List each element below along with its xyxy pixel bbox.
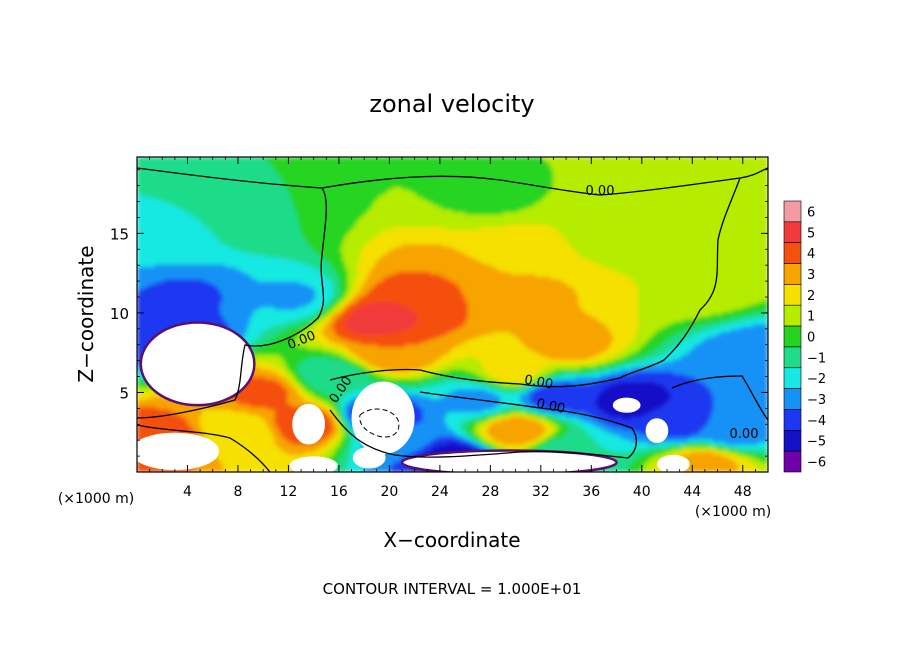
colorbar-swatch-2 [783,242,802,264]
saturated-region-6 [612,397,641,413]
x-tick-label-24: 24 [431,484,449,500]
x-tick-label-20: 20 [380,484,398,500]
contour-label-3: 0.00 [523,373,554,393]
y-axis-ticks: 5 10 15 [110,169,768,457]
saturated-region-9 [352,446,386,469]
colorbar-label-0: 6 [807,205,815,220]
x-tick-label-40: 40 [633,484,651,500]
colorbar-swatch-1 [783,221,802,243]
colorbar-swatch-7 [783,346,802,369]
colorbar-label-8: −2 [807,372,826,387]
x-tick-label-36: 36 [582,484,600,500]
zero-contour-dashed [359,408,400,438]
saturated-region-7 [645,418,669,444]
colorbar-label-6: 0 [807,331,815,346]
colorbar-label-1: 5 [807,226,815,241]
colorbar-swatch-6 [783,325,802,348]
colorbar-label-3: 3 [807,268,815,283]
colorbar-swatch-4 [783,284,802,306]
y-tick-label-5: 5 [119,384,129,402]
colorbar-label-10: −4 [807,414,826,429]
colorbar-swatch-8 [783,367,802,389]
colorbar-swatch-10 [783,409,802,431]
contour-label-0: 0.00 [586,184,615,199]
saturated-region-3 [137,432,220,471]
colorbar-label-12: −6 [807,456,826,471]
colorbar-swatch-0 [783,200,802,223]
colorbar-swatch-5 [783,304,802,327]
x-tick-label-8: 8 [233,484,242,500]
saturated-region-8 [656,454,690,472]
saturated-region-2 [292,403,326,445]
saturated-region-0 [139,321,256,407]
colorbar-label-11: −5 [807,435,826,450]
contour-label-5: 0.00 [730,427,759,442]
colorbar: 6 5 4 3 2 1 0 −1 −2 −3 −4 −5 −6 [783,200,826,473]
zero-contours [137,167,768,472]
contour-label-4: 0.00 [535,396,566,417]
y-tick-label-10: 10 [110,305,129,323]
zero-contour-lower [329,409,629,459]
x-unit-left: (×1000 m) [58,491,134,507]
chart-title: zonal velocity [369,90,534,118]
zero-contour-west-low [137,424,271,472]
colorbar-swatch-12 [783,450,802,473]
colorbar-label-2: 4 [807,247,815,262]
x-tick-label-48: 48 [734,484,752,500]
zero-contour-right [619,177,741,379]
colorbar-label-9: −3 [807,393,826,408]
x-tick-label-28: 28 [481,484,499,500]
x-axis-label: X−coordinate [383,528,520,552]
saturated-regions [137,321,690,472]
x-tick-label-12: 12 [280,484,298,500]
x-unit-right: (×1000 m) [695,504,771,520]
x-axis-ticks: 4 8 12 16 20 24 28 32 36 40 44 48 [149,157,756,500]
zero-contour-east [671,375,768,421]
zero-contour-top [321,167,768,196]
zero-contour-mid [329,368,621,388]
y-axis-label: Z−coordinate [74,245,98,382]
y-tick-label-15: 15 [110,225,129,243]
colorbar-swatch-11 [783,430,802,452]
zero-contour-upper [137,167,327,419]
x-tick-label-32: 32 [532,484,550,500]
colorbar-label-7: −1 [807,351,826,366]
x-tick-label-44: 44 [683,484,701,500]
contour-interval-note: CONTOUR INTERVAL = 1.000E+01 [323,580,582,598]
saturated-region-5 [289,456,338,472]
colorbar-label-4: 2 [807,289,815,304]
zero-contour-band [419,391,638,459]
velocity-shading [137,157,768,472]
colorbar-swatch-3 [783,263,802,285]
velocity-field: 0.000.000.00 0.000.000.00 [137,157,768,472]
colorbar-label-5: 1 [807,310,815,325]
x-tick-label-16: 16 [330,484,348,500]
x-tick-label-4: 4 [183,484,192,500]
colorbar-swatch-9 [783,388,802,410]
